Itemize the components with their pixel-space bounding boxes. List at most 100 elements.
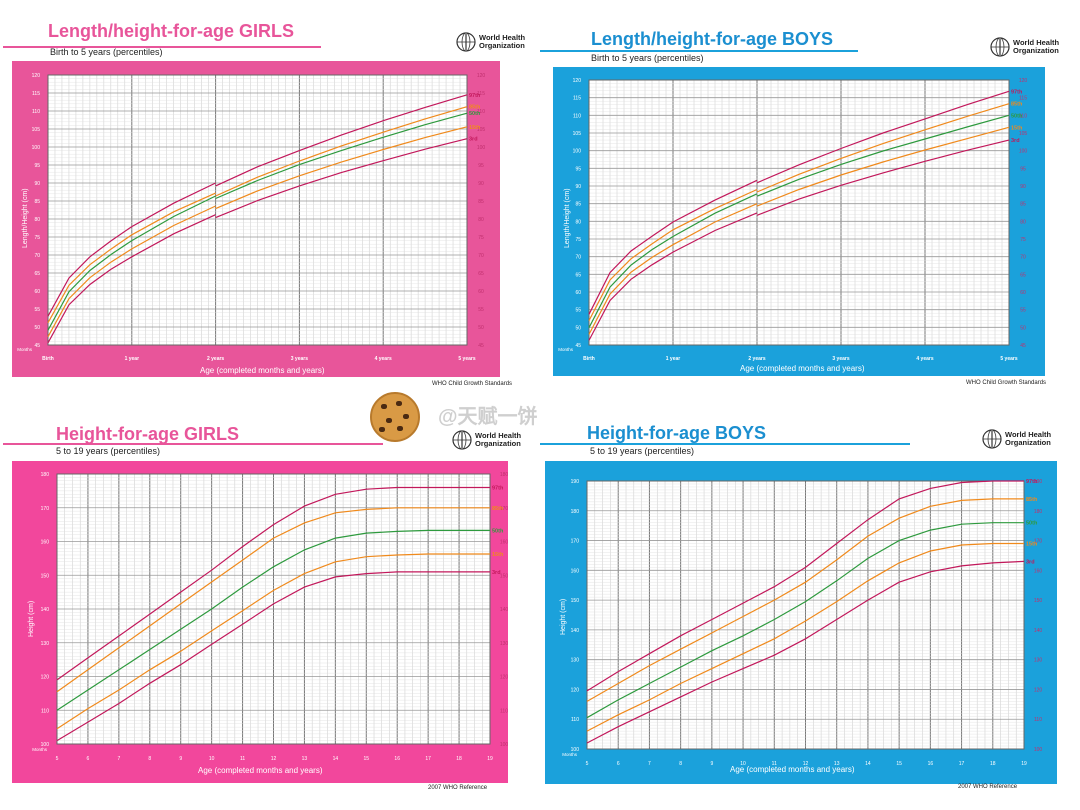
x-tick-label: 8 — [679, 761, 682, 767]
y-tick-label: 75 — [575, 237, 581, 243]
who-logo: World Health Organization — [990, 37, 1059, 57]
y-tick-label: 45 — [575, 343, 581, 349]
y-tick-label: 120 — [571, 687, 580, 693]
x-tick-label: 14 — [865, 761, 871, 767]
y-tick-label-right: 45 — [478, 343, 484, 349]
y-tick-label: 80 — [34, 217, 40, 223]
x-axis-title: Age (completed months and years) — [198, 766, 323, 775]
x-tick-label: 5 — [586, 761, 589, 767]
plot-area: 100 100 110 110 120 120 130 130 140 140 150 150 160 1… — [562, 479, 1042, 767]
chart-subtitle: Birth to 5 years (percentiles) — [591, 53, 704, 63]
y-tick-label-right: 100 — [1034, 747, 1043, 753]
y-tick-label-right: 60 — [478, 289, 484, 295]
y-tick-label-right: 190 — [1034, 479, 1043, 485]
series-label-50th: 50th — [1026, 521, 1038, 527]
x-tick-label: 12 — [271, 756, 277, 762]
x-row-label: Months — [558, 347, 574, 352]
grid — [47, 74, 468, 346]
who-text-line2: Organization — [475, 439, 521, 448]
x-tick-label: 5 years — [458, 356, 475, 362]
chart-panel-boys-5-19: Height-for-age BOYS 5 to 19 years (perce… — [540, 405, 1080, 810]
plot-border — [56, 473, 491, 745]
y-tick-label: 100 — [32, 145, 41, 151]
y-tick-label-right: 65 — [1020, 272, 1026, 278]
y-tick-label: 85 — [575, 202, 581, 208]
y-tick-label-right: 140 — [1034, 628, 1043, 634]
series-label-97th: 97th — [492, 486, 504, 492]
y-tick-label-right: 90 — [478, 181, 484, 187]
source-note: WHO Child Growth Standards — [966, 380, 1047, 386]
y-tick-label-right: 110 — [1034, 717, 1042, 723]
y-tick-label: 75 — [34, 235, 40, 241]
x-tick-label: 9 — [179, 756, 182, 762]
x-tick-label: 3 years — [832, 356, 849, 362]
source-note: 2007 WHO Reference — [958, 784, 1018, 790]
y-tick-label: 90 — [34, 181, 40, 187]
who-text-line1: World Health — [1005, 430, 1052, 439]
y-tick-label: 50 — [575, 325, 581, 331]
chart-panel-girls-0-5: Length/height-for-age GIRLS Birth to 5 y… — [0, 0, 540, 405]
y-tick-label-right: 170 — [1034, 539, 1043, 545]
series-label-85th: 85th — [492, 506, 504, 512]
series-label-15th: 15th — [469, 125, 481, 131]
chart-svg: 45 45 50 50 55 55 60 60 65 65 70 70 75 75 80 80 85 85 90 90… — [558, 78, 1027, 362]
y-tick-label: 110 — [32, 109, 40, 115]
x-tick-label: 18 — [456, 756, 462, 762]
y-tick-label-right: 55 — [1020, 308, 1026, 314]
x-tick-label: 8 — [148, 756, 151, 762]
y-tick-label-right: 55 — [478, 307, 484, 313]
y-tick-label-right: 105 — [477, 127, 486, 133]
y-tick-label: 160 — [41, 540, 50, 546]
plot-border — [588, 79, 1010, 346]
y-tick-label-right: 120 — [500, 675, 509, 681]
title-underline — [3, 46, 321, 48]
x-tick-label: 2 years — [207, 356, 224, 362]
x-tick-label: 1 year — [666, 356, 681, 362]
y-tick-label: 120 — [41, 675, 50, 681]
series-label-85th: 85th — [1026, 497, 1038, 503]
series-label-97th: 97th — [1026, 479, 1038, 485]
plot-area: 100 100 110 110 120 120 130 130 140 140 150 150 160 1… — [32, 472, 508, 762]
y-tick-label-right: 115 — [477, 91, 485, 97]
y-tick-label: 65 — [575, 272, 581, 278]
x-tick-label: 19 — [487, 756, 493, 762]
series-line-50th — [588, 114, 1010, 328]
y-tick-label-right: 120 — [477, 73, 486, 79]
y-tick-label-right: 170 — [500, 506, 509, 512]
y-tick-label: 170 — [571, 539, 580, 545]
x-tick-label: 4 years — [916, 356, 933, 362]
x-tick-label: 4 years — [375, 356, 392, 362]
series-label-85th: 85th — [1011, 102, 1023, 108]
x-tick-label: 17 — [425, 756, 431, 762]
who-text-line2: Organization — [1005, 438, 1051, 447]
y-tick-label-right: 115 — [1019, 96, 1027, 102]
series-label-3rd: 3rd — [1011, 138, 1020, 144]
x-tick-label: 16 — [394, 756, 400, 762]
series-line-15th — [588, 126, 1010, 335]
chart-title: Height-for-age GIRLS — [56, 424, 239, 444]
series-line-85th — [588, 103, 1010, 321]
x-tick-label: 2 years — [748, 356, 765, 362]
series-line-85th — [56, 507, 490, 693]
y-tick-label: 95 — [34, 163, 40, 169]
y-tick-label-right: 160 — [500, 540, 509, 546]
x-tick-label: 10 — [740, 761, 746, 767]
y-tick-label-right: 90 — [1020, 184, 1026, 190]
y-tick-label: 115 — [573, 96, 581, 102]
who-text-line2: Organization — [1013, 46, 1059, 55]
chart-panel-girls-5-19: Height-for-age GIRLS 5 to 19 years (perc… — [0, 405, 540, 810]
chart-svg: 100 100 110 110 120 120 130 130 140 140 150 150 160 1… — [32, 472, 508, 762]
series-label-85th: 85th — [469, 105, 481, 111]
y-tick-label: 95 — [575, 166, 581, 172]
y-tick-label: 100 — [573, 149, 582, 155]
x-tick-label: 7 — [117, 756, 120, 762]
plot-area: 45 45 50 50 55 55 60 60 65 65 70 70 75 75 80 80 85 85 90 90… — [17, 73, 485, 362]
x-axis-title: Age (completed months and years) — [740, 364, 865, 373]
y-tick-label: 70 — [34, 253, 40, 259]
chart-panel-boys-0-5: Length/height-for-age BOYS Birth to 5 ye… — [540, 0, 1080, 405]
watermark: @天赋一饼 — [438, 406, 538, 428]
y-tick-label: 65 — [34, 271, 40, 277]
y-tick-label-right: 105 — [1019, 131, 1028, 137]
y-tick-label-right: 130 — [1034, 658, 1043, 664]
y-tick-label: 150 — [571, 598, 580, 604]
